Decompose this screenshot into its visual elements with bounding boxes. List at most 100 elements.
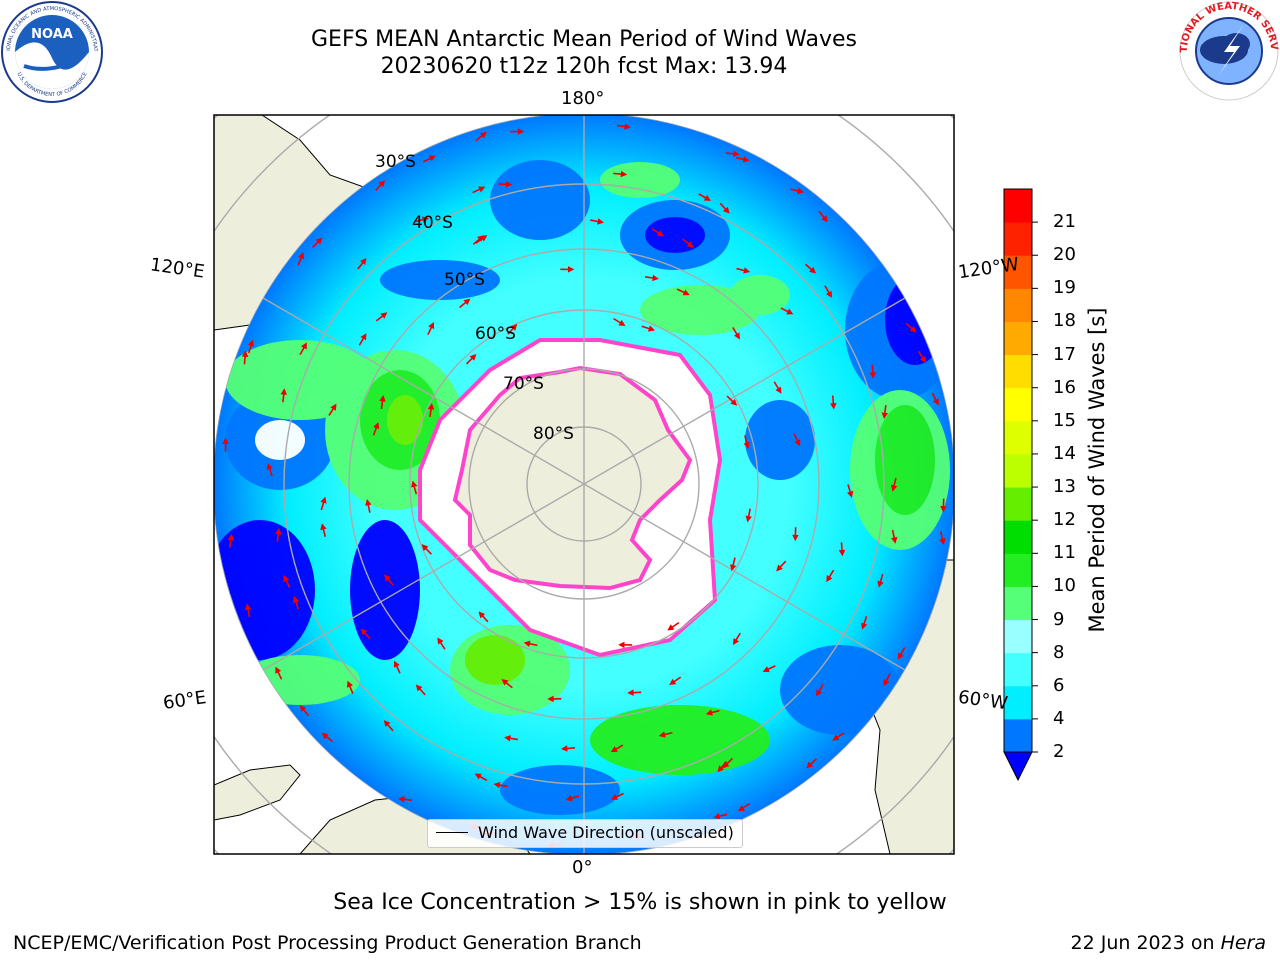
wind-wave-arrowhead [743,442,750,450]
colorbar-tick-label: 13 [1053,476,1076,498]
wind-wave-arrowhead [919,356,927,364]
colorbar-segment [1004,321,1032,356]
wind-wave-arrowhead [877,580,884,588]
colorbar-label: Mean Period of Wind Waves [s] [1085,307,1109,633]
wind-wave-arrowhead [667,624,675,631]
wind-wave-arrowhead [393,660,400,668]
wind-wave-arrowhead [686,241,694,248]
lat-label-30s: 30°S [375,152,416,172]
wind-wave-arrowhead [380,312,388,319]
footer-date: 22 Jun 2023 on Hera [1071,932,1266,954]
wind-wave-arrowhead [909,325,917,333]
wind-wave-arrowhead [742,156,750,163]
wind-wave-arrowhead [794,439,801,447]
lat-label-40s: 40°S [412,213,453,233]
wind-wave-arrowhead [517,128,525,135]
wind-wave-arrowhead [321,732,329,740]
noaa-logo-icon: NOAA NATIONAL OCEANIC AND ATMOSPHERIC AD… [0,0,103,103]
legend-line-sample [436,832,468,833]
colorbar-segment [1004,222,1032,256]
wind-wave-arrowhead [825,290,832,298]
colorbar-tick-label: 16 [1053,376,1076,398]
wind-wave-arrowhead [360,257,367,265]
wind-wave-arrowhead [330,403,337,411]
wind-wave-arrowhead [597,218,605,225]
wind-wave-arrowhead [786,308,794,315]
colorbar-segment [1004,189,1032,223]
wind-wave-arrowhead [730,564,737,572]
colorbar-tick-label: 21 [1053,211,1076,233]
wind-wave-arrowhead [830,402,837,410]
wind-wave-arrowhead [283,575,290,583]
wind-wave-arrowhead [378,180,386,188]
wind-wave-arrowhead [523,640,531,647]
wind-wave-arrowhead [298,252,305,260]
wind-wave-arrowhead [730,399,738,406]
wind-wave-arrowhead [883,678,890,687]
wind-wave-arrowhead [493,781,501,789]
wind-wave-arrowhead [682,289,690,296]
colorbar-segment [1004,652,1032,687]
colorbar-segment [1004,487,1032,521]
wind-wave-arrowhead [383,720,391,728]
wind-wave-arrowhead [346,680,353,688]
colorbar-tick-label: 2 [1053,741,1065,762]
colorbar-segment [1004,420,1032,455]
wind-wave-arrowhead [932,398,939,406]
wind-wave-arrowhead [861,622,868,630]
footer-date-text: 22 Jun 2023 on [1070,932,1221,954]
wind-wave-arrowhead [733,332,741,340]
wind-wave-arrowhead [713,812,721,820]
colorbar-tick-label: 11 [1053,542,1076,564]
wind-wave-arrowhead [478,611,486,619]
legend-text: Wind Wave Direction (unscaled) [478,823,734,842]
nws-logo-icon: NATIONAL WEATHER SERVICE [1178,0,1279,101]
colorbar-tick-label: 8 [1053,641,1065,663]
colorbar-segment [1004,255,1032,289]
wind-wave-arrowhead [463,298,471,306]
colorbar-tick-label: 12 [1053,509,1076,531]
wind-wave-arrowhead [809,266,817,274]
wind-wave-arrowhead [776,564,783,572]
wind-wave-arrowhead [745,515,752,523]
wind-wave-arrowhead [315,237,323,245]
noaa-logo-text: NOAA [31,27,73,42]
lon-label-180: 180° [561,88,605,109]
wind-wave-arrowhead [320,496,327,504]
footer-branch: NCEP/EMC/Verification Post Processing Pr… [13,932,642,954]
wind-wave-arrowhead [627,689,634,696]
wind-wave-arrowhead [266,462,273,471]
wind-wave-arrowhead [227,533,234,541]
wind-wave-arrowhead [869,372,877,379]
wind-wave-arrowhead [360,628,368,636]
wind-wave-arrowhead [618,319,626,326]
lat-label-80s: 80°S [533,424,574,444]
wind-wave-arrowhead [610,793,619,800]
wind-wave-arrowhead [610,746,618,753]
wind-wave-arrowhead [652,274,659,282]
wind-wave-arrowhead [504,735,511,742]
wind-wave-arrowhead [379,395,386,402]
wind-wave-arrowhead [299,704,307,712]
wind-wave-arrowhead [428,155,436,162]
wind-wave-arrowhead [775,386,782,394]
colorbar-segment [1004,288,1032,322]
wind-wave-arrowhead [816,689,823,697]
wind-wave-arrowhead [705,709,713,716]
wind-wave-arrowhead [478,186,486,193]
wind-wave-arrowhead [222,437,229,445]
wind-wave-arrowhead [890,484,898,492]
wind-wave-arrowhead [280,388,287,395]
wind-wave-arrowhead [365,499,372,506]
wind-wave-arrowhead [320,523,327,531]
wind-wave-arrowhead [244,603,252,611]
colorbar-tick-label: 19 [1053,277,1076,299]
colorbar-tick-label: 14 [1053,442,1076,464]
wind-wave-arrowhead [477,235,484,242]
wind-wave-arrowhead [469,354,477,361]
colorbar [1003,188,1038,782]
wind-wave-arrowhead [421,544,429,551]
wind-wave-arrowhead [479,131,487,139]
colorbar-tick-label: 17 [1053,343,1076,365]
wind-wave-arrowhead [427,403,435,410]
